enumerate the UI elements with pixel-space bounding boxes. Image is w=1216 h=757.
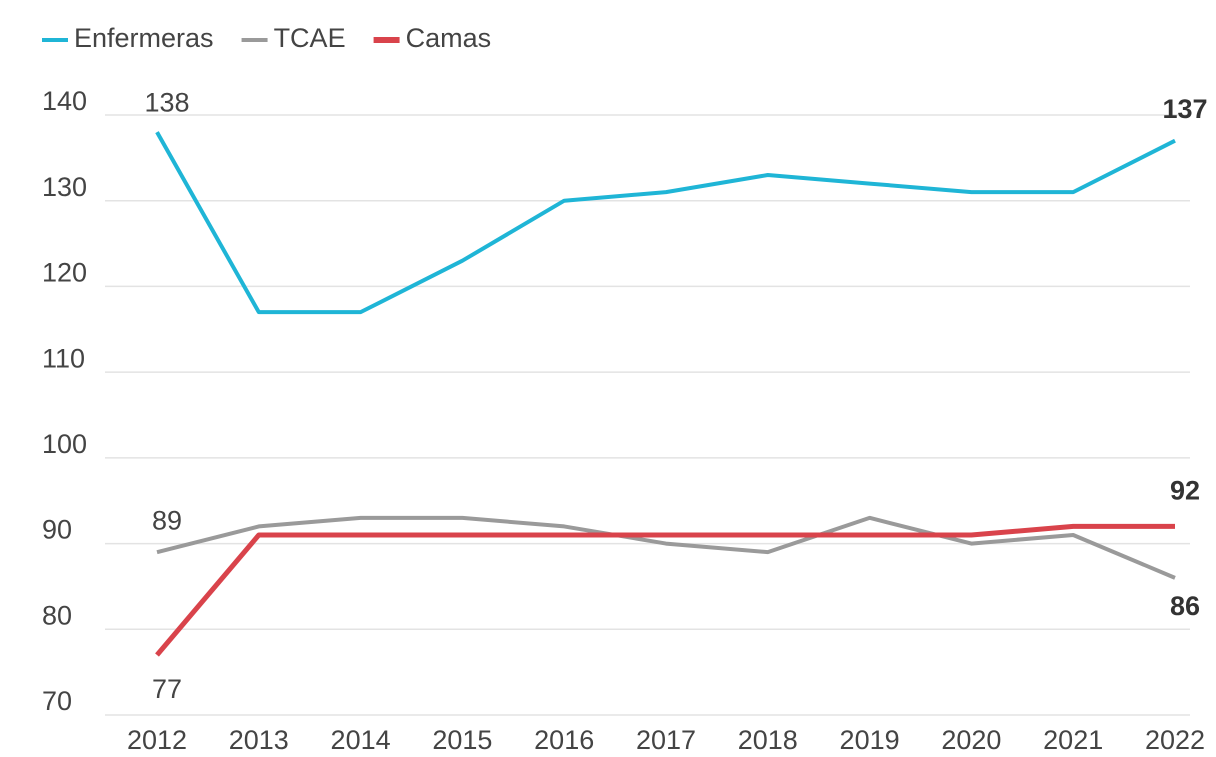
series-line [155, 523, 1175, 657]
y-tick-label: 90 [42, 515, 72, 545]
y-tick-label: 70 [42, 686, 72, 716]
y-tick-label: 110 [42, 343, 85, 373]
legend-label: Enfermeras [74, 23, 214, 53]
data-label: 138 [144, 87, 189, 117]
x-tick-label: 2012 [127, 725, 187, 755]
x-tick-label: 2014 [331, 725, 391, 755]
x-tick-label: 2020 [941, 725, 1001, 755]
data-label: 77 [152, 674, 182, 704]
x-tick-label: 2016 [534, 725, 594, 755]
data-label: 137 [1162, 94, 1207, 124]
y-tick-label: 140 [42, 86, 87, 116]
y-tick-label: 120 [42, 258, 87, 288]
x-tick-label: 2022 [1145, 725, 1205, 755]
legend-label: TCAE [274, 23, 346, 53]
series-line [155, 131, 1176, 315]
data-label: 92 [1170, 476, 1200, 506]
legend-label: Camas [406, 23, 492, 53]
x-tick-label: 2019 [840, 725, 900, 755]
x-tick-label: 2021 [1043, 725, 1103, 755]
series-line [156, 515, 1176, 580]
x-tick-label: 2015 [432, 725, 492, 755]
data-label: 89 [152, 505, 182, 535]
y-tick-label: 80 [42, 600, 72, 630]
y-tick-label: 130 [42, 172, 87, 202]
data-label: 86 [1170, 591, 1200, 621]
x-tick-label: 2018 [738, 725, 798, 755]
x-tick-label: 2013 [229, 725, 289, 755]
y-tick-label: 100 [42, 429, 87, 459]
x-tick-label: 2017 [636, 725, 696, 755]
